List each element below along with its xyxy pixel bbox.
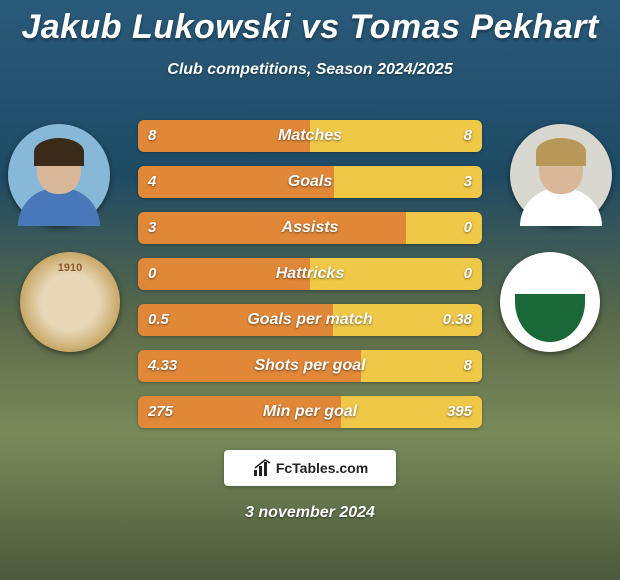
stat-value-left: 275 (148, 396, 173, 428)
crest-left-year: 1910 (20, 262, 120, 274)
stat-row: Matches8 8 (138, 120, 482, 152)
stat-row: Goals4 3 (138, 166, 482, 198)
stat-value-left: 4.33 (148, 350, 177, 382)
stat-value-right: 3 (464, 166, 472, 198)
stat-row: Assists3 0 (138, 212, 482, 244)
stat-value-right: 8 (464, 120, 472, 152)
footer-date: 3 november 2024 (0, 504, 620, 522)
subtitle: Club competitions, Season 2024/2025 (0, 61, 620, 79)
stat-value-right: 0 (464, 258, 472, 290)
club-left-crest: 1910 (20, 252, 120, 352)
page-title: Jakub Lukowski vs Tomas Pekhart (0, 0, 620, 47)
stat-value-left: 0 (148, 258, 156, 290)
stat-row: Hattricks0 0 (138, 258, 482, 290)
stat-row: Goals per match0.5 0.38 (138, 304, 482, 336)
stat-value-left: 4 (148, 166, 156, 198)
stat-label: Hattricks (138, 258, 482, 290)
stat-label: Goals per match (138, 304, 482, 336)
content-area: 1910 Matches88Goals43Assists30Hattricks0… (0, 112, 620, 452)
site-name: FcTables.com (276, 460, 368, 476)
comparison-card: Jakub Lukowski vs Tomas Pekhart Club com… (0, 0, 620, 580)
stat-label: Min per goal (138, 396, 482, 428)
stat-value-left: 3 (148, 212, 156, 244)
stat-label: Shots per goal (138, 350, 482, 382)
site-logo[interactable]: FcTables.com (224, 450, 396, 486)
club-right-crest (500, 252, 600, 352)
chart-icon (252, 458, 272, 478)
stat-value-right: 8 (464, 350, 472, 382)
stat-label: Assists (138, 212, 482, 244)
stat-value-right: 0 (464, 212, 472, 244)
stat-label: Matches (138, 120, 482, 152)
player-right-avatar (510, 124, 612, 226)
stat-value-right: 0.38 (443, 304, 472, 336)
stat-value-left: 8 (148, 120, 156, 152)
player-left-avatar (8, 124, 110, 226)
stat-value-right: 395 (447, 396, 472, 428)
stat-row: Shots per goal4.33 8 (138, 350, 482, 382)
stat-row: Min per goal275 395 (138, 396, 482, 428)
stat-value-left: 0.5 (148, 304, 169, 336)
stat-label: Goals (138, 166, 482, 198)
stat-bars: Matches88Goals43Assists30Hattricks00Goal… (138, 120, 482, 442)
